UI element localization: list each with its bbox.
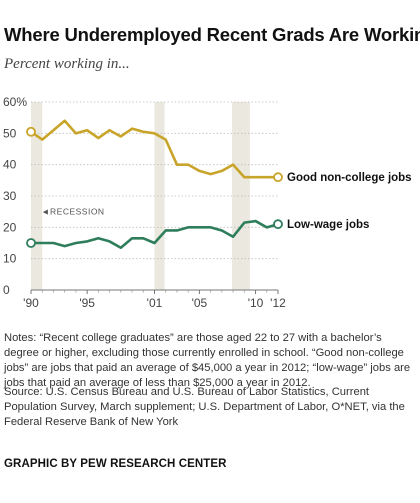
line-chart: 0 10 20 30 40 50 60% '90 '95 '01 '05 '10 '12 ◄RECESSI…	[3, 95, 412, 310]
x-tick-label: '90	[23, 296, 39, 310]
y-tick-label: 60%	[3, 95, 27, 109]
series-start-marker	[26, 126, 36, 137]
recession-label: ◄RECESSION	[41, 207, 104, 217]
x-tick-label: '95	[79, 296, 95, 310]
y-tick-label: 40	[3, 158, 17, 172]
x-tick-label: '12	[270, 296, 286, 310]
series-start-marker	[26, 238, 36, 248]
y-tick-label: 30	[3, 189, 17, 203]
series-label: Good non-college jobs	[287, 172, 412, 184]
recession-band-2	[231, 102, 250, 290]
y-tick-label: 50	[3, 126, 17, 140]
x-tick-label: '10	[248, 296, 264, 310]
y-tick-label: 20	[3, 220, 17, 234]
y-tick-label: 10	[3, 252, 17, 266]
chart-subtitle: Percent working in...	[4, 56, 130, 72]
series-line-0	[29, 119, 280, 179]
chart-source: Source: U.S. Census Bureau and U.S. Bure…	[4, 386, 405, 428]
x-tick-label: '05	[192, 296, 208, 310]
series-end-marker	[273, 219, 283, 230]
page-title: Where Underemployed Recent Grads Are Wor…	[4, 24, 420, 45]
recession-band-1	[154, 102, 165, 290]
x-tick-label: '01	[147, 296, 163, 310]
y-tick-label: 0	[3, 283, 10, 297]
series-end-marker	[273, 172, 283, 183]
series-line-1	[29, 219, 280, 249]
graphic-credit: GRAPHIC BY PEW RESEARCH CENTER	[4, 458, 227, 470]
recession-band-0	[31, 102, 43, 290]
series-label: Low-wage jobs	[287, 219, 369, 231]
chart-notes: Notes: “Recent college graduates” are th…	[4, 332, 411, 389]
